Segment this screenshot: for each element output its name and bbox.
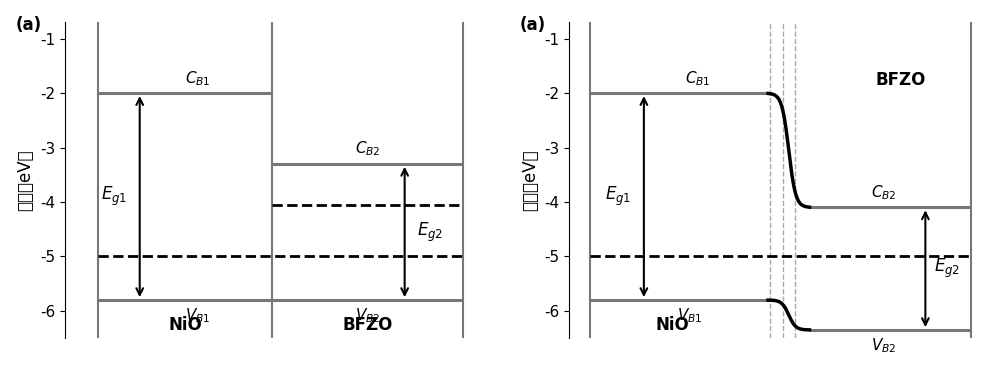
Text: BFZO: BFZO [342,315,393,334]
Text: $E_{g1}$: $E_{g1}$ [605,185,631,208]
Text: $V_{B1}$: $V_{B1}$ [677,307,702,325]
Text: $C_{B2}$: $C_{B2}$ [871,183,897,202]
Text: $V_{B2}$: $V_{B2}$ [871,337,897,355]
Text: (a): (a) [520,16,546,34]
Text: $E_{g2}$: $E_{g2}$ [417,220,443,244]
Text: $E_{g2}$: $E_{g2}$ [934,257,960,280]
Text: $C_{B2}$: $C_{B2}$ [355,140,380,158]
Text: $C_{B1}$: $C_{B1}$ [685,69,711,88]
Text: $V_{B2}$: $V_{B2}$ [355,307,380,325]
Text: $V_{B1}$: $V_{B1}$ [185,307,210,325]
Text: BFZO: BFZO [875,71,926,89]
Text: (a): (a) [16,16,42,34]
Text: $E_{g1}$: $E_{g1}$ [101,185,127,208]
Text: NiO: NiO [656,315,690,334]
Y-axis label: 能量（eV）: 能量（eV） [521,150,539,211]
Y-axis label: 能量（eV）: 能量（eV） [17,150,35,211]
Text: NiO: NiO [168,315,202,334]
Text: $C_{B1}$: $C_{B1}$ [185,69,211,88]
